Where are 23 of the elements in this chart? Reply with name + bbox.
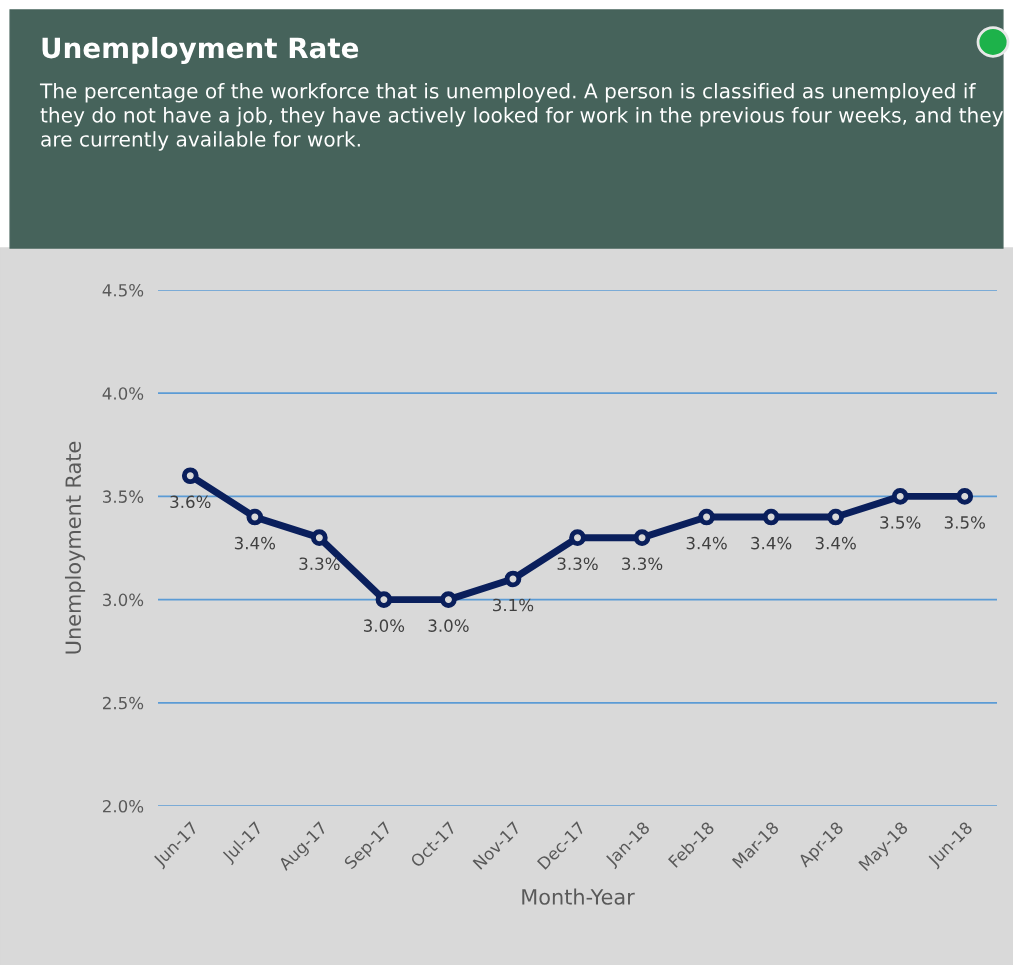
y-axis-title: Unemployment Rate (64, 441, 86, 654)
data-label: 3.3% (622, 557, 663, 571)
data-label: 3.5% (944, 516, 985, 529)
chart-subtitle: The percentage of the workforce that is unemployed. A person is classified as unemployed if they do not have a job, they have actively looked for work in the previous four weeks, and they are currently available for work. (39, 83, 1004, 151)
data-label: 3.5% (880, 516, 921, 529)
data-label: 3.4% (751, 536, 792, 550)
data-label: 3.0% (428, 619, 469, 632)
chart-title: Unemployment Rate (42, 36, 359, 64)
y-tick-label: 3.5% (103, 490, 144, 503)
data-label: 3.4% (234, 536, 276, 550)
data-label: 3.3% (299, 557, 340, 571)
x-axis-title: Month-Year (522, 888, 635, 905)
y-tick-label: 4.5% (102, 283, 144, 297)
y-tick-label: 3.0% (103, 593, 144, 607)
data-label: 3.4% (686, 536, 727, 550)
y-tick-label: 2.5% (102, 696, 144, 710)
y-tick-label: 4.0% (102, 387, 144, 400)
data-label: 3.3% (557, 557, 598, 571)
data-label: 3.1% (493, 598, 534, 612)
data-label: 3.6% (170, 495, 211, 509)
data-label: 3.4% (815, 536, 856, 550)
y-tick-label: 2.0% (102, 799, 144, 813)
data-label: 3.0% (363, 619, 405, 632)
